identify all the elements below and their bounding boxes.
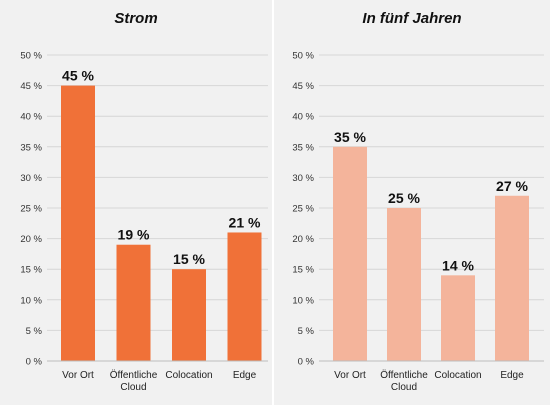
y-tick-label: 40 %: [20, 112, 42, 123]
y-tick-label: 0 %: [298, 357, 315, 368]
y-tick-label: 10 %: [20, 295, 42, 306]
data-label: 15 %: [173, 251, 205, 267]
y-tick-label: 25 %: [20, 204, 42, 215]
category-label: Öffentliche: [380, 369, 428, 381]
bar: [61, 85, 95, 361]
y-tick-label: 20 %: [292, 234, 314, 245]
category-label: Vor Ort: [62, 370, 94, 381]
chart-panel-future: In fünf Jahren 0 % 5 % 10 % 15 % 20 % 25 % 30 …: [274, 0, 550, 405]
y-tick-label: 45 %: [20, 81, 42, 92]
y-tick-label: 25 %: [292, 204, 314, 215]
y-tick-label: 5 %: [298, 326, 315, 337]
y-tick-label: 15 %: [292, 265, 314, 276]
chart-title: In fünf Jahren: [362, 10, 462, 27]
bar: [441, 275, 475, 361]
category-label: Edge: [233, 370, 257, 381]
bar: [495, 195, 529, 361]
data-label: 14 %: [442, 257, 474, 273]
data-label: 27 %: [496, 178, 528, 194]
category-label: Cloud: [120, 382, 146, 393]
data-label: 45 %: [62, 68, 94, 84]
category-label: Colocation: [165, 370, 212, 381]
bar: [227, 232, 262, 361]
category-label: Edge: [500, 370, 524, 381]
category-label: Cloud: [391, 382, 417, 393]
y-tick-label: 35 %: [292, 142, 314, 153]
y-tick-label: 0 %: [26, 357, 43, 368]
data-label: 19 %: [118, 227, 150, 243]
data-label: 21 %: [229, 214, 261, 230]
bar-chart-current: 0 % 5 % 10 % 15 % 20 % 25 % 30 % 35 % 40 % 45 % 50…: [20, 51, 268, 393]
y-tick-label: 50 %: [292, 51, 314, 62]
data-label: 25 %: [388, 190, 420, 206]
category-label: Colocation: [434, 370, 481, 381]
y-tick-label: 35 %: [20, 142, 42, 153]
bar: [116, 244, 151, 361]
y-tick-label: 40 %: [292, 112, 314, 123]
y-tick-label: 20 %: [20, 234, 42, 245]
y-tick-label: 10 %: [292, 295, 314, 306]
data-label: 35 %: [334, 129, 366, 145]
y-tick-label: 30 %: [20, 173, 42, 184]
category-label: Vor Ort: [334, 370, 366, 381]
bar: [333, 146, 367, 361]
chart-panel-current: Strom 0 % 5 % 10 % 15 % 20 % 25 % 30 % 35 % 40 %…: [0, 0, 272, 405]
y-tick-label: 15 %: [20, 265, 42, 276]
y-tick-label: 5 %: [26, 326, 43, 337]
y-tick-label: 30 %: [292, 173, 314, 184]
bar: [387, 208, 421, 361]
bar-chart-future: 0 % 5 % 10 % 15 % 20 % 25 % 30 % 35 % 40 % 45 % 50…: [292, 51, 544, 393]
category-label: Öffentliche: [110, 369, 158, 381]
bar: [172, 269, 206, 361]
y-tick-label: 45 %: [292, 81, 314, 92]
y-tick-label: 50 %: [20, 51, 42, 62]
chart-title: Strom: [114, 10, 158, 27]
